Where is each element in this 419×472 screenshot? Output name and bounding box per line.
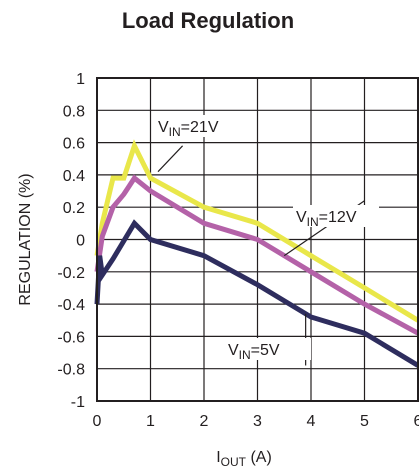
series-line-1 — [94, 174, 419, 336]
series-label-2: VIN=5V — [228, 342, 280, 362]
series-line-0 — [94, 139, 419, 323]
x-tick-labels: 0 1 2 3 4 5 6 — [93, 413, 419, 430]
annotation-background-2 — [225, 338, 311, 360]
y-tick-label: 0.8 — [63, 103, 85, 120]
series-label-main: V — [296, 209, 307, 226]
series-layer — [94, 139, 419, 368]
annotation-background-1 — [293, 205, 379, 227]
series-label-value: =21V — [181, 119, 219, 136]
chart-title: Load Regulation — [122, 8, 294, 33]
series-line-2 — [94, 219, 419, 368]
x-tick-label: 0 — [93, 413, 102, 430]
series-label-subscript: IN — [169, 125, 181, 139]
x-tick-label: 5 — [360, 413, 369, 430]
series-label-1: VIN=12V — [296, 209, 357, 229]
y-tick-labels: 1 0.8 0.6 0.4 0.2 0 -0.2 -0.4 -0.6 -0.8 -1 — [57, 71, 85, 411]
series-label-subscript: IN — [239, 348, 251, 362]
y-tick-label: -0.6 — [57, 329, 85, 346]
y-tick-label: 0 — [76, 233, 85, 250]
x-axis-label-unit: (A) — [246, 449, 272, 466]
x-tick-label: 4 — [307, 413, 316, 430]
x-tick-label: 6 — [414, 413, 419, 430]
series-label-subscript: IN — [307, 215, 319, 229]
y-tick-label: 0.6 — [63, 136, 85, 153]
annotation-background-0 — [155, 115, 241, 137]
y-tick-label: -1 — [71, 394, 85, 411]
y-tick-label: 0.4 — [63, 168, 85, 185]
plot-frame-layer — [96, 77, 419, 402]
y-tick-label: -0.8 — [57, 362, 85, 379]
plot-frame — [96, 77, 419, 402]
y-tick-label: 1 — [76, 71, 85, 88]
series-label-value: =5V — [251, 342, 280, 359]
x-axis-label-main: I — [216, 449, 220, 466]
y-tick-label: -0.4 — [57, 297, 85, 314]
x-tick-label: 1 — [146, 413, 155, 430]
x-tick-label: 3 — [253, 413, 262, 430]
x-axis-label: IOUT (A) — [216, 449, 272, 469]
x-tick-label: 2 — [200, 413, 209, 430]
series-label-main: V — [158, 119, 169, 136]
series-label-0: VIN=21V — [158, 119, 219, 139]
series-label-value: =12V — [319, 209, 357, 226]
annotation-leader-0 — [157, 145, 184, 173]
y-tick-label: 0.2 — [63, 200, 85, 217]
series-label-main: V — [228, 342, 239, 359]
y-tick-label: -0.2 — [57, 265, 85, 282]
x-axis-label-subscript: OUT — [221, 455, 247, 469]
y-axis-label: REGULATION (%) — [17, 173, 34, 305]
